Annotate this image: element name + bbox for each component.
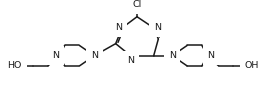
Text: HO: HO [8,61,22,70]
Text: N: N [169,51,176,60]
Text: N: N [91,51,98,60]
Text: N: N [115,23,122,32]
Text: N: N [154,23,161,32]
Text: N: N [207,51,214,60]
Text: OH: OH [245,61,259,70]
Text: N: N [52,51,59,60]
Text: Cl: Cl [132,0,142,9]
Text: N: N [127,56,134,65]
